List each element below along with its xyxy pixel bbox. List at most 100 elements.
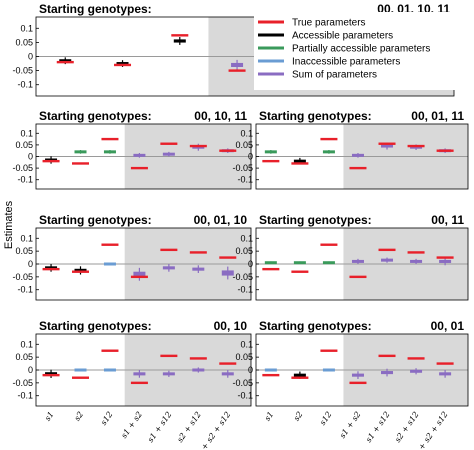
y-tick-label: 0.05 <box>235 140 253 150</box>
y-tick-label: -0.05 <box>12 163 33 173</box>
x-tick-label: s1 + s12 <box>146 410 174 444</box>
true-marker-2 <box>72 376 90 379</box>
y-tick-label: 0.1 <box>240 339 253 349</box>
panel-genotypes: 00, 01, 11 <box>411 109 464 123</box>
estimate-part-3 <box>322 150 335 154</box>
true-marker-3 <box>320 243 338 246</box>
y-tick-label: 0.1 <box>20 128 33 138</box>
true-marker-1 <box>262 159 280 163</box>
estimate-inacc-2 <box>74 368 87 372</box>
y-tick-label: -0.05 <box>12 66 33 76</box>
panel-title-prefix: Starting genotypes: <box>259 213 372 227</box>
estimate-sum-4 <box>351 371 364 379</box>
true-marker-3 <box>101 243 119 246</box>
y-tick-label: 0.1 <box>20 23 33 33</box>
panel-6: -0.1 -0.05 0 0.05 0.1 Starting genotypes: 00, … <box>12 319 252 407</box>
panel-title-prefix: Starting genotypes: <box>259 109 372 123</box>
panel-5: -0.1 -0.05 0 0.05 0.1 Starting genotypes: 00, … <box>232 213 469 301</box>
panel-title-prefix: Starting genotypes: <box>39 109 152 123</box>
estimate-inacc-3 <box>103 262 116 266</box>
true-marker-4 <box>130 381 148 385</box>
y-tick-label: 0.05 <box>15 140 33 150</box>
estimate-sum-4 <box>133 267 146 281</box>
true-marker-2 <box>114 63 132 67</box>
x-tick-label: s1 + s2 <box>338 410 363 440</box>
estimate-sum-4 <box>133 153 146 158</box>
true-marker-3 <box>320 137 338 141</box>
true-marker-1 <box>56 60 74 64</box>
true-marker-1 <box>262 373 280 377</box>
svg-text:Sum of parameters: Sum of parameters <box>292 70 377 81</box>
true-marker-6 <box>189 357 207 360</box>
true-marker-2 <box>72 162 90 165</box>
legend-entry-true: True parameters <box>258 18 366 29</box>
legend-entry-part: Partially accessible parameters <box>258 44 430 55</box>
y-tick-label: -0.05 <box>232 378 253 388</box>
estimate-sum-6 <box>192 367 205 373</box>
svg-text:Inaccessible parameters: Inaccessible parameters <box>292 57 400 68</box>
true-marker-2 <box>291 162 309 165</box>
y-tick-label: 0.1 <box>240 233 253 243</box>
estimate-sum-4 <box>231 59 244 71</box>
legend-entry-acc: Accessible parameters <box>258 31 393 42</box>
true-marker-4 <box>130 166 148 170</box>
true-marker-1 <box>42 373 60 377</box>
y-tick-label: -0.1 <box>17 391 33 401</box>
estimate-inacc-1 <box>264 368 277 372</box>
estimate-sum-5 <box>162 370 175 377</box>
estimate-sum-5 <box>162 264 175 272</box>
true-marker-6 <box>407 251 425 254</box>
panel-genotypes: 00, 11 <box>431 213 464 227</box>
estimate-part-1 <box>264 261 277 265</box>
x-tick-label: s12 <box>99 410 115 427</box>
y-tick-label: 0.1 <box>20 339 33 349</box>
true-marker-6 <box>189 144 207 148</box>
panel-title-prefix: Starting genotypes: <box>39 2 152 16</box>
plot-frame <box>35 123 252 190</box>
x-tick-label: s12 <box>318 410 334 427</box>
y-tick-label: 0 <box>28 52 33 62</box>
estimate-sum-7 <box>439 257 452 266</box>
y-tick-label: 0.1 <box>20 233 33 243</box>
estimate-sum-7 <box>221 370 234 378</box>
true-marker-4 <box>130 275 148 279</box>
true-marker-5 <box>378 142 396 145</box>
y-tick-label: 0.05 <box>15 37 33 47</box>
y-tick-label: -0.05 <box>232 272 253 282</box>
panel-title-prefix: Starting genotypes: <box>39 319 152 333</box>
estimate-sum-6 <box>192 265 205 273</box>
true-marker-6 <box>189 251 207 254</box>
true-marker-2 <box>291 270 309 273</box>
plot-frame <box>255 333 469 407</box>
true-marker-5 <box>160 248 178 252</box>
estimate-sum-7 <box>439 370 452 378</box>
estimate-acc-2 <box>74 266 87 275</box>
estimate-sum-6 <box>410 258 423 264</box>
true-marker-6 <box>407 357 425 360</box>
true-marker-7 <box>219 362 237 365</box>
true-marker-2 <box>72 270 90 273</box>
panel-3: -0.1 -0.050 0.05 0.1 Starting genotypes: 00, … <box>232 109 469 190</box>
estimate-inacc-3 <box>103 368 116 372</box>
panel-genotypes: 00, 10 <box>214 319 248 333</box>
estimate-part-2 <box>74 150 87 154</box>
y-tick-label: 0 <box>248 152 253 162</box>
true-marker-5 <box>160 354 178 358</box>
x-tick-label: s2 + s12 <box>393 410 421 444</box>
estimate-acc-1 <box>45 369 58 378</box>
legend-entry-inacc: Inaccessible parameters <box>258 57 400 68</box>
y-tick-label: -0.05 <box>12 378 33 388</box>
y-tick-label: 0 <box>28 259 33 269</box>
legend-entry-sum: Sum of parameters <box>258 70 377 81</box>
x-tick-label: s1 + s2 <box>119 410 144 440</box>
estimate-part-1 <box>264 150 277 154</box>
estimate-acc-3 <box>173 37 186 45</box>
svg-text:True parameters: True parameters <box>292 18 366 29</box>
panel-title-prefix: Starting genotypes: <box>259 319 372 333</box>
x-tick-label: s1 <box>43 410 56 423</box>
svg-text:Accessible parameters: Accessible parameters <box>292 31 393 42</box>
legend-box <box>254 12 468 90</box>
true-marker-5 <box>160 142 178 145</box>
y-tick-label: -0.1 <box>237 391 253 401</box>
